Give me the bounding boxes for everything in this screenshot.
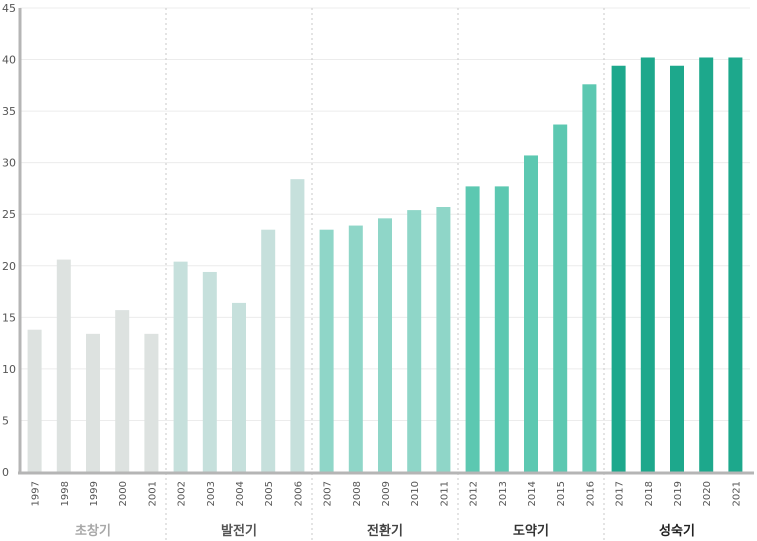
bar (261, 229, 276, 472)
axes (18, 8, 754, 475)
x-tick-label: 2000 (118, 481, 129, 506)
bar (202, 271, 217, 472)
y-tick-label: 35 (2, 105, 16, 118)
x-tick-label: 1998 (60, 481, 71, 506)
phase-label: 도약기 (513, 523, 549, 539)
y-tick-label: 40 (2, 54, 16, 67)
phase-label: 초창기 (75, 523, 111, 539)
bar (728, 57, 743, 472)
bar (611, 65, 626, 473)
y-tick-label: 10 (2, 363, 16, 376)
bar (582, 84, 597, 473)
x-tick-label: 2011 (439, 481, 450, 506)
y-tick-label: 30 (2, 157, 16, 170)
bar (144, 333, 159, 472)
labels: 0 5 10 15 20 25 30 35 40 45 1997 1998 1999 2000 2001 20… (2, 2, 742, 539)
phase-label: 성숙기 (659, 524, 695, 539)
bar (378, 218, 392, 472)
x-tick-label: 2013 (498, 481, 509, 506)
bar (86, 333, 100, 472)
phase-separators (165, 8, 605, 541)
phase-label: 발전기 (221, 523, 257, 539)
x-tick-label: 2017 (615, 481, 626, 506)
x-tick-label: 2005 (264, 481, 275, 506)
x-tick-label: 1999 (89, 481, 100, 506)
bar (27, 329, 42, 472)
x-tick-label: 2016 (585, 481, 596, 506)
x-tick-label: 2008 (352, 481, 363, 506)
x-tick-label: 2012 (469, 481, 480, 506)
bar (56, 259, 71, 472)
bar (494, 186, 509, 473)
bar (640, 57, 655, 472)
x-tick-label: 2019 (673, 481, 684, 506)
bar (670, 65, 684, 473)
x-tick-label: 2009 (381, 481, 392, 506)
x-tick-label: 2018 (644, 481, 655, 506)
bar (290, 179, 305, 473)
x-tick-label: 2006 (293, 481, 304, 506)
bar (436, 207, 451, 472)
y-tick-label: 5 (2, 414, 9, 427)
bar (699, 57, 714, 472)
x-tick-label: 2007 (323, 481, 334, 506)
x-tick-label: 2002 (177, 481, 188, 506)
bar (232, 302, 246, 472)
y-tick-label: 15 (2, 311, 16, 324)
y-tick-label: 45 (2, 2, 16, 15)
y-tick-label: 0 (2, 466, 9, 479)
bar (319, 229, 334, 472)
x-tick-label: 2020 (702, 481, 713, 506)
bar (173, 261, 188, 472)
x-tick-label: 1997 (31, 481, 42, 506)
x-tick-label: 2014 (527, 481, 538, 506)
x-tick-label: 2021 (731, 481, 742, 506)
x-tick-label: 2001 (147, 481, 158, 506)
x-tick-label: 2015 (556, 481, 567, 506)
y-tick-label: 20 (2, 260, 16, 273)
bar (115, 310, 130, 472)
x-tick-label: 2004 (235, 481, 246, 506)
x-tick-label: 2003 (206, 481, 217, 506)
bar (465, 186, 480, 473)
grid-lines (20, 7, 750, 421)
y-tick-label: 25 (2, 208, 16, 221)
bars (27, 57, 743, 473)
bar (553, 124, 568, 472)
x-tick-label: 2010 (410, 481, 421, 506)
bar (407, 210, 422, 472)
phase-label: 전환기 (367, 523, 403, 539)
bar (524, 155, 538, 472)
bar (348, 225, 363, 472)
